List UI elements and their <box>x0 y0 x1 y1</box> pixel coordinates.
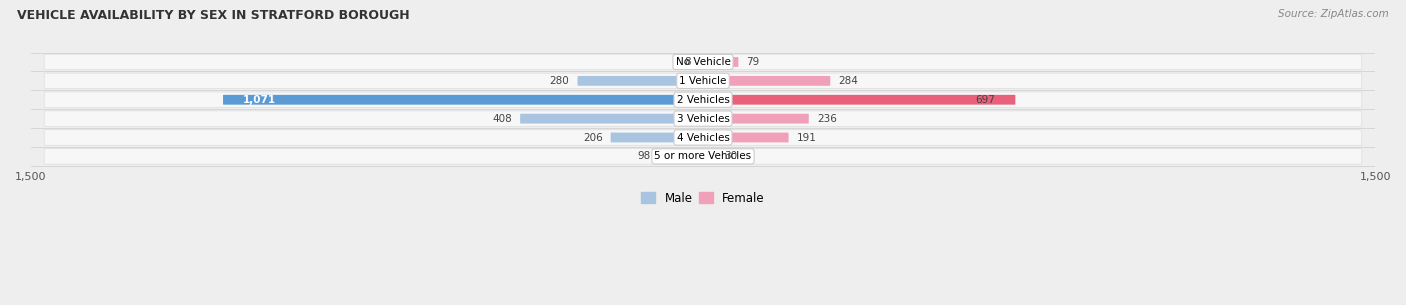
Text: 280: 280 <box>550 76 569 86</box>
Text: 5 or more Vehicles: 5 or more Vehicles <box>654 151 752 161</box>
FancyBboxPatch shape <box>610 133 703 142</box>
Legend: Male, Female: Male, Female <box>637 187 769 209</box>
FancyBboxPatch shape <box>699 57 703 67</box>
Text: 4 Vehicles: 4 Vehicles <box>676 132 730 142</box>
FancyBboxPatch shape <box>659 152 703 161</box>
FancyBboxPatch shape <box>703 133 789 142</box>
Text: 1,071: 1,071 <box>243 95 277 105</box>
FancyBboxPatch shape <box>44 54 1362 70</box>
FancyBboxPatch shape <box>703 152 717 161</box>
FancyBboxPatch shape <box>224 95 703 105</box>
Text: 191: 191 <box>797 132 817 142</box>
Text: Source: ZipAtlas.com: Source: ZipAtlas.com <box>1278 9 1389 19</box>
FancyBboxPatch shape <box>44 92 1362 107</box>
Text: 408: 408 <box>492 114 512 124</box>
Text: 697: 697 <box>976 95 995 105</box>
FancyBboxPatch shape <box>44 73 1362 89</box>
FancyBboxPatch shape <box>703 57 738 67</box>
Text: 79: 79 <box>747 57 759 67</box>
FancyBboxPatch shape <box>44 149 1362 164</box>
FancyBboxPatch shape <box>520 114 703 124</box>
Text: 236: 236 <box>817 114 837 124</box>
Text: VEHICLE AVAILABILITY BY SEX IN STRATFORD BOROUGH: VEHICLE AVAILABILITY BY SEX IN STRATFORD… <box>17 9 409 22</box>
Text: 98: 98 <box>638 151 651 161</box>
Text: 30: 30 <box>724 151 738 161</box>
FancyBboxPatch shape <box>44 130 1362 145</box>
FancyBboxPatch shape <box>703 76 831 86</box>
FancyBboxPatch shape <box>703 95 1015 105</box>
Text: 8: 8 <box>685 57 692 67</box>
Text: 2 Vehicles: 2 Vehicles <box>676 95 730 105</box>
FancyBboxPatch shape <box>578 76 703 86</box>
Text: 3 Vehicles: 3 Vehicles <box>676 114 730 124</box>
Text: No Vehicle: No Vehicle <box>675 57 731 67</box>
Text: 284: 284 <box>838 76 858 86</box>
FancyBboxPatch shape <box>703 114 808 124</box>
Text: 206: 206 <box>583 132 603 142</box>
FancyBboxPatch shape <box>44 111 1362 126</box>
Text: 1 Vehicle: 1 Vehicle <box>679 76 727 86</box>
